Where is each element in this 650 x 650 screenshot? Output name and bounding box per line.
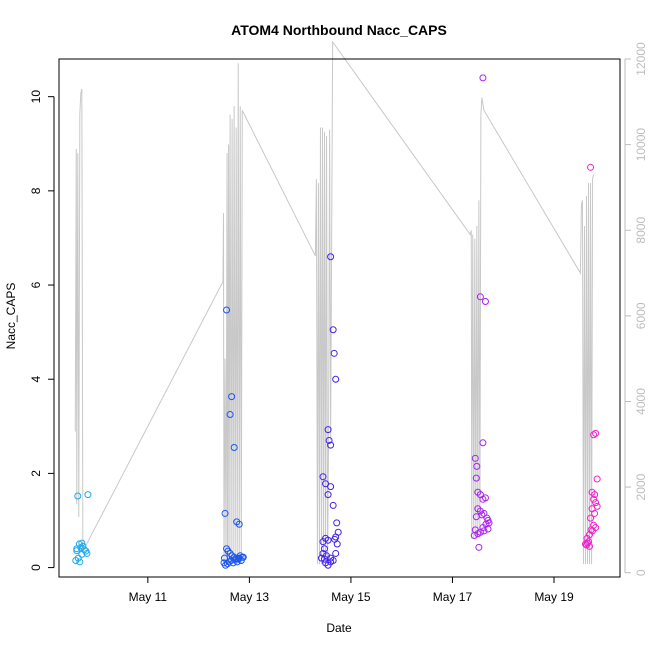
data-point xyxy=(586,542,594,550)
data-point xyxy=(325,436,333,444)
data-point xyxy=(221,554,229,562)
y-tick-label: 10 xyxy=(29,90,43,104)
y-axis-label: Nacc_CAPS xyxy=(4,283,18,350)
data-point xyxy=(476,293,484,301)
data-point xyxy=(471,454,479,462)
data-point xyxy=(327,558,335,566)
y2-tick-label: 2000 xyxy=(634,473,648,500)
data-point xyxy=(481,298,489,306)
data-point xyxy=(480,527,488,535)
y2-tick-label: 8000 xyxy=(634,217,648,244)
data-point xyxy=(229,559,237,567)
data-point xyxy=(332,549,340,557)
y2-tick-label: 6000 xyxy=(634,302,648,329)
data-point xyxy=(327,483,335,491)
y2-tick-label: 0 xyxy=(634,569,648,576)
data-point xyxy=(317,554,325,562)
data-point xyxy=(472,474,480,482)
points-layer xyxy=(72,74,601,569)
data-point xyxy=(479,439,487,447)
secondary-series-line xyxy=(74,40,595,565)
data-point xyxy=(330,349,338,357)
data-point xyxy=(226,549,234,557)
data-point xyxy=(593,475,601,483)
data-point xyxy=(324,426,332,434)
data-point xyxy=(72,557,80,565)
data-point xyxy=(224,547,232,555)
data-point xyxy=(592,429,600,437)
x-axis-label: Date xyxy=(326,621,352,635)
y-tick-label: 0 xyxy=(29,564,43,571)
data-point xyxy=(235,520,243,528)
data-point xyxy=(324,536,332,544)
data-point xyxy=(230,444,238,451)
data-point xyxy=(84,491,92,499)
data-point xyxy=(74,492,82,500)
data-point xyxy=(590,431,598,439)
chart-title: ATOM4 Northbound Nacc_CAPS xyxy=(231,22,447,38)
data-point xyxy=(333,519,341,527)
data-point xyxy=(591,509,599,517)
data-point xyxy=(319,538,327,546)
data-point xyxy=(592,499,600,507)
x-tick-label: May 15 xyxy=(331,590,371,604)
data-point xyxy=(319,473,327,481)
data-point xyxy=(476,507,484,515)
data-point xyxy=(327,253,335,261)
data-point xyxy=(76,558,84,566)
data-point xyxy=(233,558,241,566)
plot-frame xyxy=(58,58,621,578)
data-point xyxy=(481,494,489,502)
x-tick-label: May 13 xyxy=(230,590,270,604)
secondary-line-layer xyxy=(74,40,595,565)
data-point xyxy=(329,501,337,509)
x-tick-label: May 17 xyxy=(433,590,473,604)
y-tick-label: 4 xyxy=(29,376,43,383)
data-point xyxy=(221,509,229,517)
data-point xyxy=(332,375,340,383)
data-point xyxy=(587,514,595,522)
y-tick-label: 2 xyxy=(29,470,43,477)
data-point xyxy=(73,547,81,555)
data-point xyxy=(479,74,487,82)
data-point xyxy=(475,543,483,551)
data-point xyxy=(228,393,236,401)
data-point xyxy=(322,480,330,488)
data-point xyxy=(473,462,481,470)
data-point xyxy=(587,526,595,534)
data-point xyxy=(470,532,478,540)
data-point xyxy=(333,540,341,548)
data-point xyxy=(78,539,86,547)
data-point xyxy=(239,553,247,561)
data-point xyxy=(484,525,492,533)
data-point xyxy=(329,326,337,334)
data-point xyxy=(73,545,81,553)
data-point xyxy=(78,550,86,558)
data-point xyxy=(235,554,243,562)
data-point xyxy=(327,441,335,449)
x-tick-label: May 19 xyxy=(534,590,574,604)
data-point xyxy=(478,511,486,519)
data-point xyxy=(587,163,595,171)
axes-layer: 0 2 4 6 8 10 0 2000 4000 6000 8000 10000 12000 May 11… xyxy=(29,42,648,604)
x-tick-label: May 11 xyxy=(129,590,168,604)
y2-tick-label: 4000 xyxy=(634,388,648,415)
y-tick-label: 8 xyxy=(29,187,43,194)
y2-tick-label: 12000 xyxy=(634,42,648,76)
data-point xyxy=(588,488,596,496)
data-point xyxy=(226,411,234,419)
y-tick-label: 6 xyxy=(29,281,43,288)
data-point xyxy=(324,491,332,499)
data-point xyxy=(223,306,231,314)
data-point xyxy=(321,545,329,553)
y2-tick-label: 10000 xyxy=(634,128,648,162)
data-point xyxy=(225,558,233,566)
data-point xyxy=(321,555,329,563)
